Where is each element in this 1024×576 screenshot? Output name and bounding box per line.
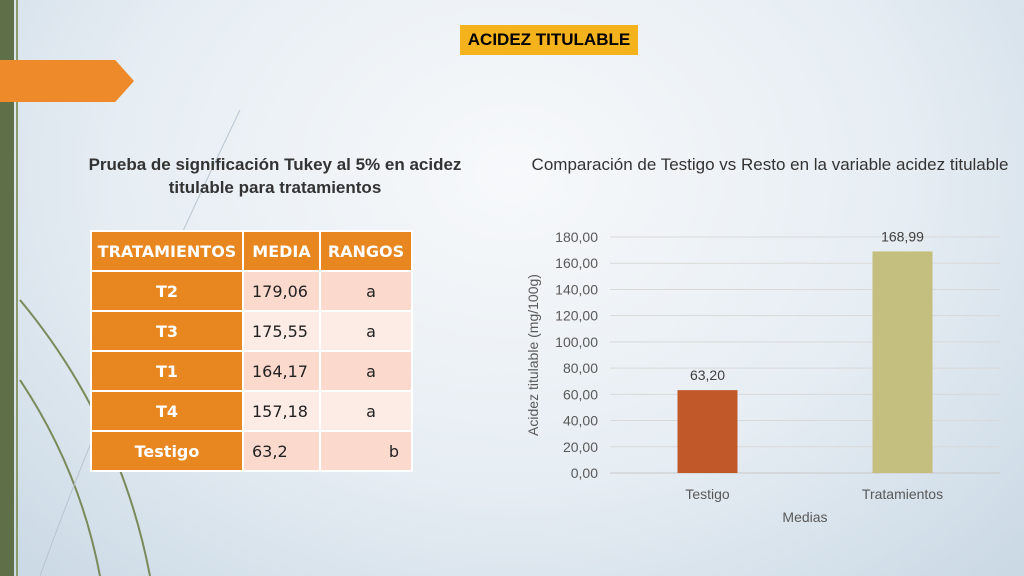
y-tick-label: 140,00 <box>555 281 598 297</box>
y-tick-label: 100,00 <box>555 334 598 350</box>
y-tick-label: 80,00 <box>563 360 598 376</box>
cell-rango: a <box>319 350 413 392</box>
cell-media: 179,06 <box>242 270 321 312</box>
bar-testigo <box>677 390 738 473</box>
table-row: T2 179,06 a <box>90 270 413 312</box>
cell-rango: a <box>319 390 413 432</box>
y-tick-label: 0,00 <box>571 465 598 481</box>
header-rangos: RANGOS <box>319 230 413 272</box>
cell-rango: b <box>319 430 413 472</box>
bar-tratamientos <box>872 251 933 473</box>
table-title: Prueba de significación Tukey al 5% en a… <box>88 155 462 197</box>
cell-tratamiento: T4 <box>90 390 244 432</box>
y-tick-label: 120,00 <box>555 308 598 324</box>
cell-rango: a <box>319 310 413 352</box>
left-accent-bar <box>0 0 14 576</box>
cell-media: 157,18 <box>242 390 321 432</box>
x-tick-label: Tratamientos <box>862 486 943 502</box>
cell-rango: a <box>319 270 413 312</box>
tukey-table: TRATAMIENTOS MEDIA RANGOS T2 179,06 a T3… <box>90 230 413 472</box>
cell-tratamiento: T3 <box>90 310 244 352</box>
header-tratamientos: TRATAMIENTOS <box>90 230 244 272</box>
x-tick-label: Testigo <box>685 486 730 502</box>
y-tick-label: 180,00 <box>555 229 598 245</box>
orange-arrow-shape <box>0 60 134 102</box>
data-label: 63,20 <box>690 367 725 383</box>
y-axis-title: Acidez titulable (mg/100g) <box>525 274 541 436</box>
chart-title: Comparación de Testigo vs Resto en la va… <box>531 155 1009 174</box>
cell-tratamiento: T1 <box>90 350 244 392</box>
table-row: Testigo 63,2 b <box>90 430 413 472</box>
left-accent-line <box>16 0 18 576</box>
cell-tratamiento: Testigo <box>90 430 244 472</box>
cell-media: 175,55 <box>242 310 321 352</box>
y-tick-label: 20,00 <box>563 439 598 455</box>
table-row: T4 157,18 a <box>90 390 413 432</box>
cell-media: 63,2 <box>242 430 321 472</box>
y-tick-label: 60,00 <box>563 386 598 402</box>
cell-tratamiento: T2 <box>90 270 244 312</box>
y-tick-label: 40,00 <box>563 413 598 429</box>
table-row: T3 175,55 a <box>90 310 413 352</box>
cell-media: 164,17 <box>242 350 321 392</box>
y-tick-label: 160,00 <box>555 255 598 271</box>
header-media: MEDIA <box>242 230 321 272</box>
data-label: 168,99 <box>881 228 924 244</box>
x-axis-title: Medias <box>782 509 827 525</box>
table-header-row: TRATAMIENTOS MEDIA RANGOS <box>90 230 413 272</box>
table-row: T1 164,17 a <box>90 350 413 392</box>
slide-title: ACIDEZ TITULABLE <box>460 25 638 55</box>
